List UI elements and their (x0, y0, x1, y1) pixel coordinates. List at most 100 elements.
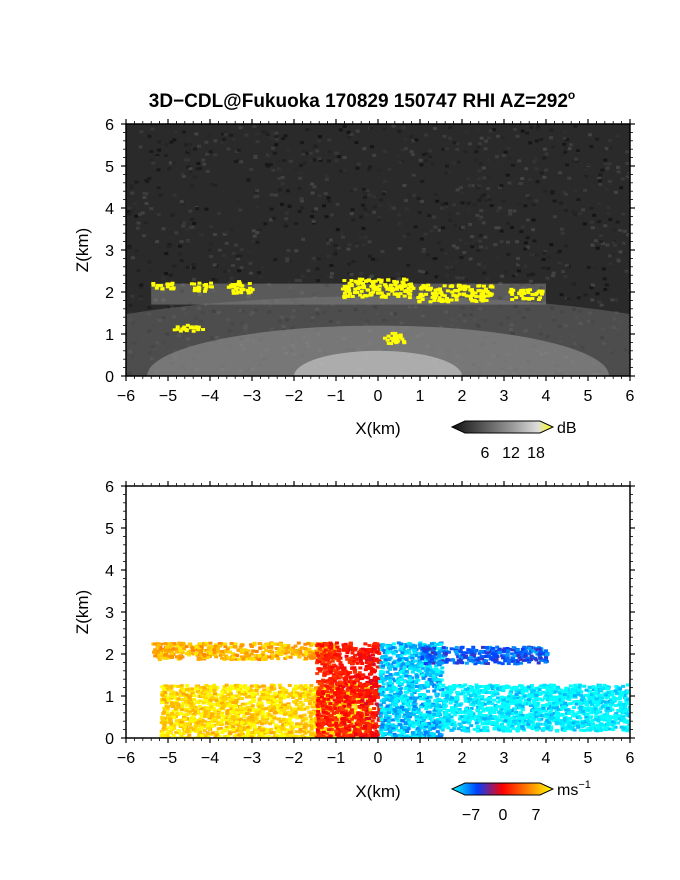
noise-cell (187, 138, 192, 142)
echo-cell (241, 288, 246, 292)
echo-cell (189, 325, 194, 329)
x-tick-label: 0 (374, 388, 383, 405)
velocity-cell (224, 654, 229, 658)
noise-cell (518, 263, 523, 267)
noise-cell (346, 201, 351, 205)
echo-cell (345, 284, 350, 288)
echo-cell (245, 288, 250, 292)
velocity-cell (266, 701, 271, 705)
velocity-cell (169, 701, 174, 705)
x-tick-label: 1 (416, 388, 425, 405)
velocity-cell (164, 704, 169, 708)
velocity-cell (213, 643, 218, 647)
velocity-cell (245, 706, 250, 710)
noise-cell (324, 177, 329, 181)
noise-cell (478, 217, 483, 221)
velocity-cell (187, 642, 192, 646)
velocity-cell (309, 683, 314, 687)
velocity-cell (316, 692, 321, 696)
velocity-cell (286, 650, 291, 654)
noise-cell (135, 302, 140, 306)
velocity-cell (236, 683, 241, 687)
echo-cell (446, 298, 451, 302)
noise-cell (409, 150, 414, 154)
noise-cell (582, 222, 587, 226)
velocity-cell (210, 712, 215, 716)
velocity-cell (282, 646, 287, 650)
echo-cell (182, 325, 187, 329)
noise-cell (423, 232, 428, 236)
echo-cell (509, 290, 514, 294)
velocity-cell (180, 651, 185, 655)
noise-cell (551, 271, 556, 275)
noise-cell (489, 204, 494, 208)
echo-cell (367, 278, 372, 282)
noise-cell (134, 180, 139, 184)
echo-cell (404, 288, 409, 292)
velocity-cell (163, 689, 168, 693)
strong-echo (508, 287, 545, 302)
velocity-cell (319, 650, 324, 654)
noise-cell (523, 241, 528, 245)
velocity-cell (317, 680, 322, 684)
velocity-cell (199, 713, 204, 717)
velocity-cell (360, 695, 365, 699)
velocity-cell (372, 695, 377, 699)
noise-cell (187, 152, 192, 156)
velocity-cell (228, 702, 233, 706)
velocity-cell (326, 709, 331, 713)
velocity-cell (332, 725, 337, 729)
noise-cell (390, 277, 395, 281)
velocity-cell (177, 646, 182, 650)
velocity-cell (239, 644, 244, 648)
velocity-cell (217, 642, 222, 646)
noise-cell (508, 212, 513, 216)
velocity-cell (285, 695, 290, 699)
velocity-cell (295, 716, 300, 720)
noise-cell (434, 275, 439, 279)
velocity-cell (221, 703, 226, 707)
noise-cell (255, 240, 260, 244)
noise-cell (533, 157, 538, 161)
velocity-cell (321, 678, 326, 682)
velocity-cell (310, 718, 315, 722)
velocity-cell (209, 689, 214, 693)
velocity-cell (345, 697, 350, 701)
velocity-cell (194, 652, 199, 656)
echo-cell (476, 289, 481, 293)
velocity-cell (269, 714, 274, 718)
noise-cell (589, 220, 594, 224)
velocity-cell (298, 649, 303, 653)
velocity-cell (315, 703, 320, 707)
velocity-cell (325, 697, 330, 701)
velocity-cell (303, 656, 308, 660)
noise-cell (599, 240, 604, 244)
noise-cell (608, 147, 613, 151)
noise-cell (607, 162, 612, 166)
velocity-cell (352, 694, 357, 698)
noise-cell (186, 149, 191, 153)
velocity-cell (252, 692, 257, 696)
noise-cell (463, 150, 468, 154)
noise-cell (612, 142, 617, 146)
velocity-cell (328, 670, 333, 674)
noise-cell (151, 161, 156, 165)
noise-cell (448, 218, 453, 222)
velocity-cell (182, 736, 187, 738)
noise-cell (270, 146, 275, 150)
velocity-cell (328, 654, 333, 658)
velocity-cell (234, 720, 239, 724)
velocity-cell (344, 654, 349, 658)
velocity-cell (249, 715, 254, 719)
noise-cell (380, 250, 385, 254)
velocity-cell (204, 683, 209, 687)
noise-cell (334, 249, 339, 253)
velocity-cell (198, 685, 203, 689)
velocity-cell (188, 726, 193, 730)
echo-cell (248, 286, 253, 290)
noise-cell (508, 209, 513, 213)
velocity-cell (249, 643, 254, 647)
echo-cell (346, 286, 351, 290)
velocity-cell (285, 704, 290, 708)
velocity-cell (245, 657, 250, 661)
